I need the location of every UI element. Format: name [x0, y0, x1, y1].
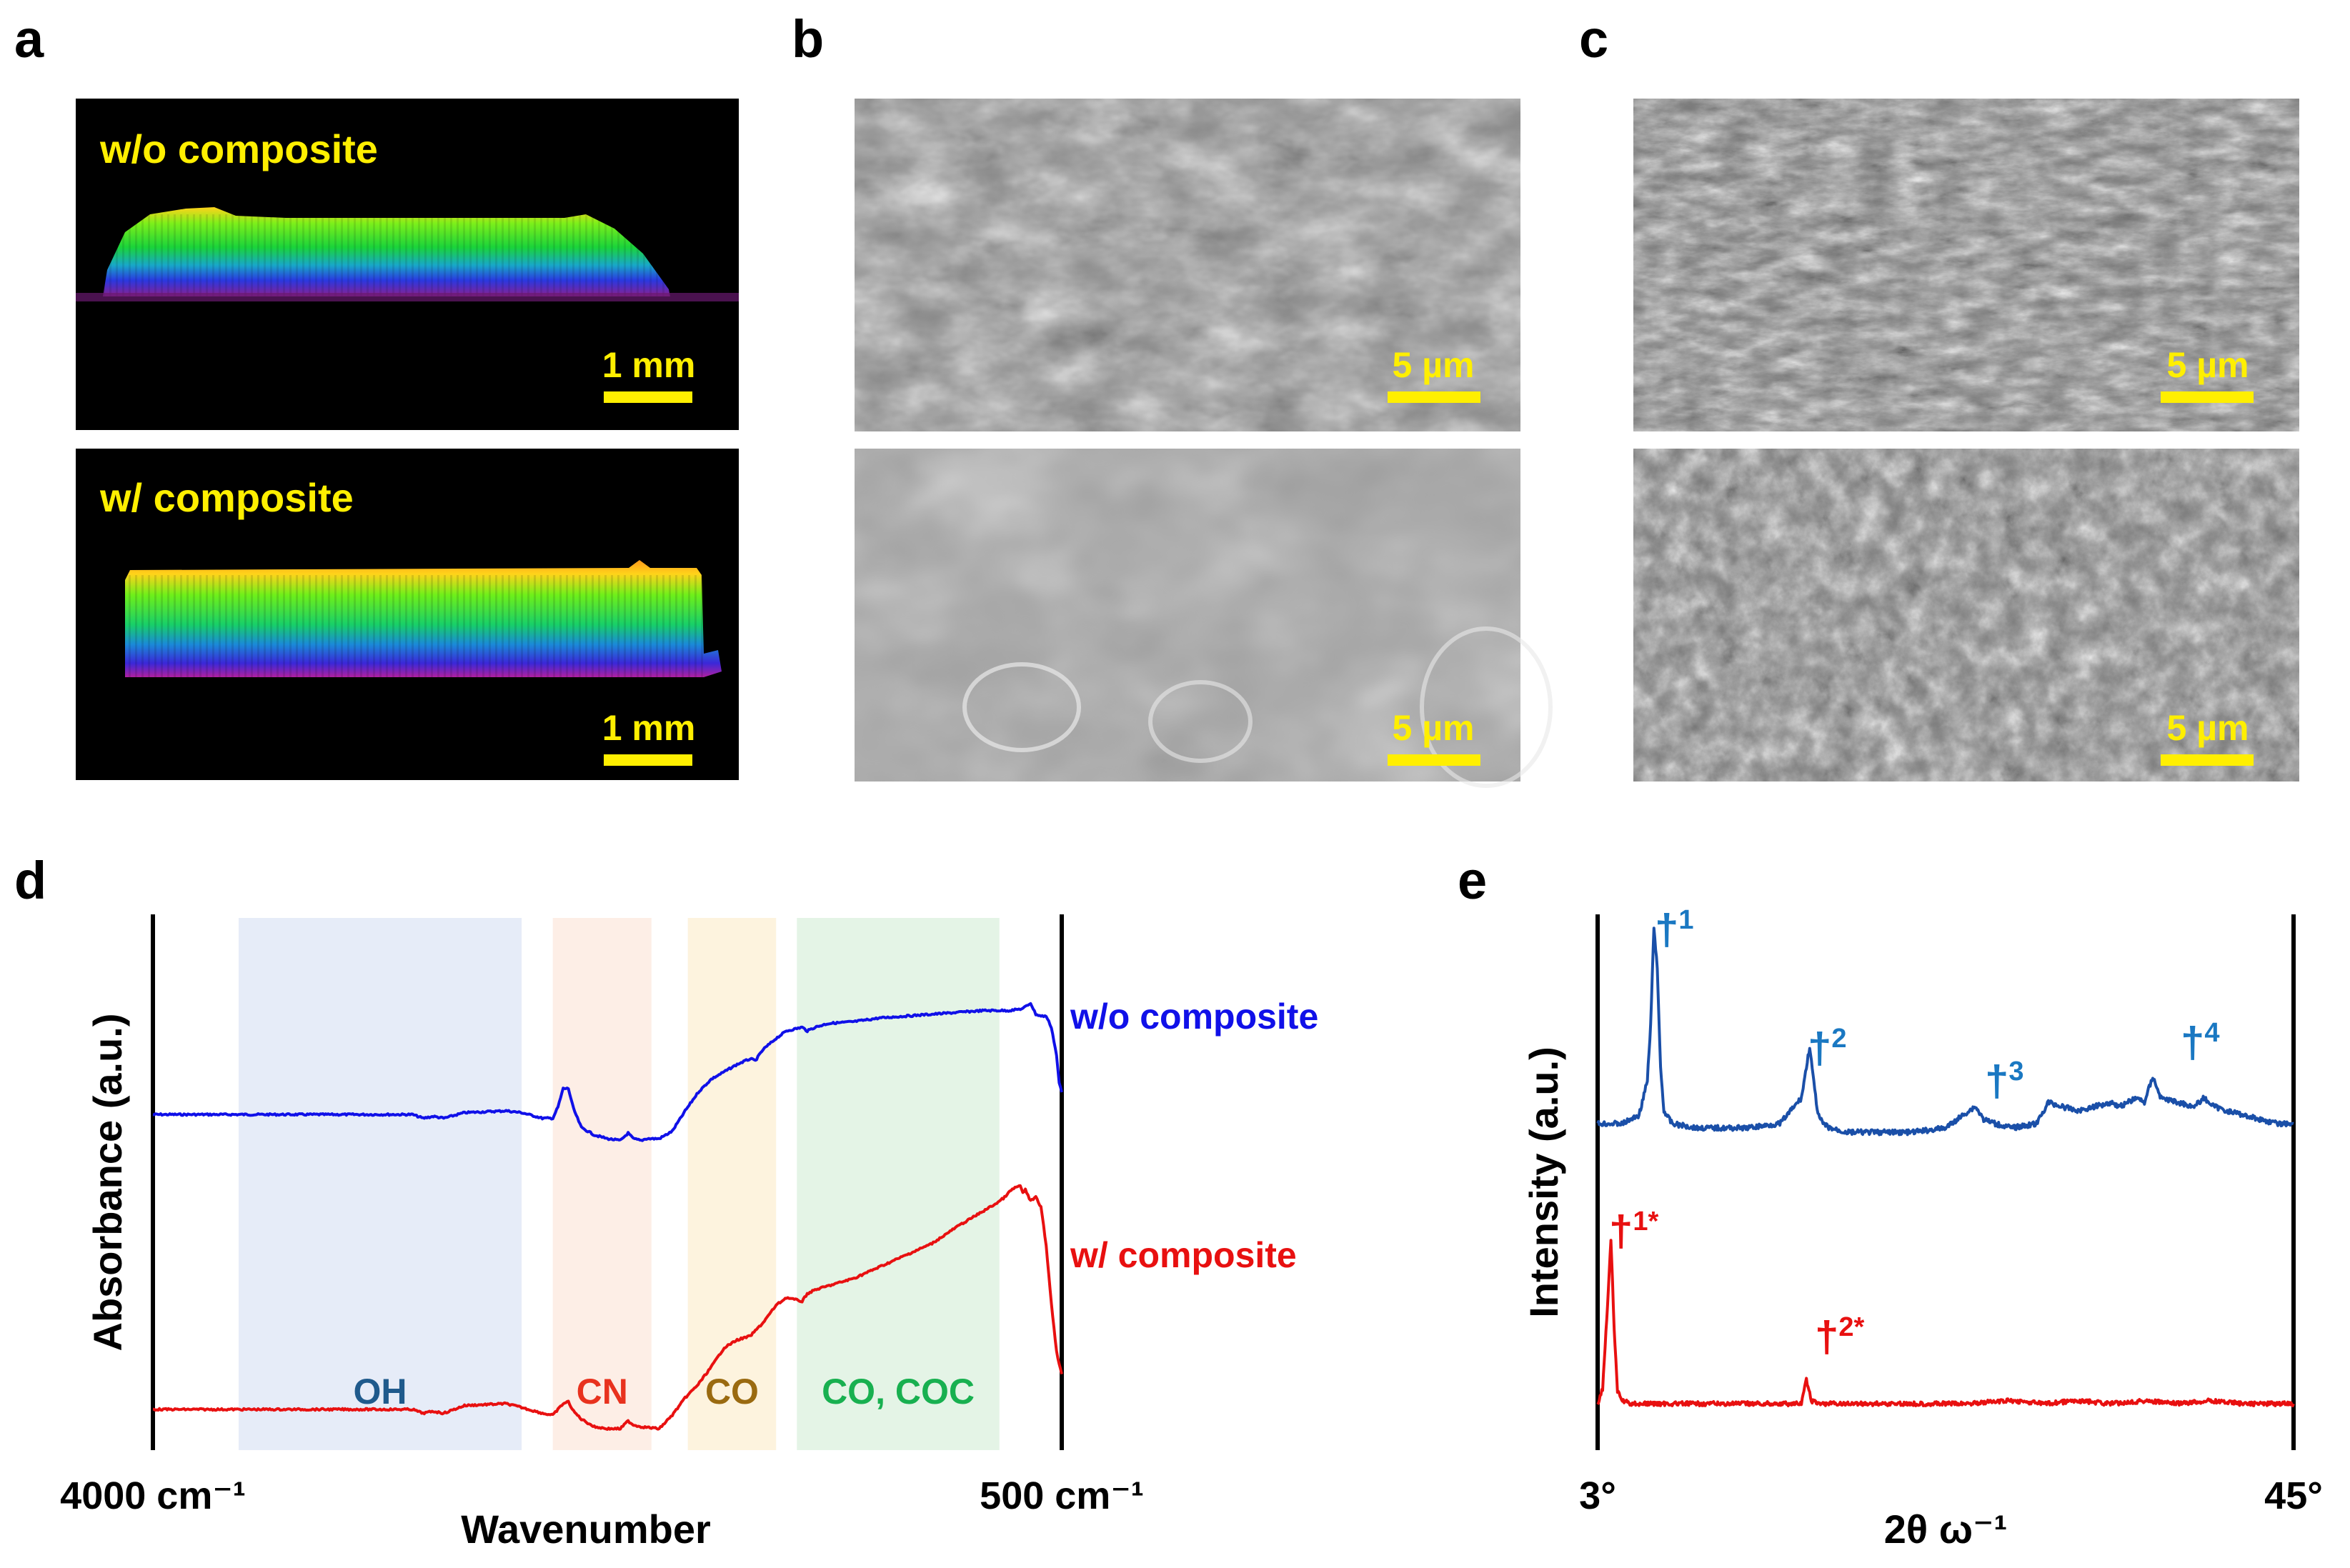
- band-region: [552, 918, 652, 1450]
- substrate-line: [76, 293, 739, 301]
- sem-image-texture: [855, 449, 1520, 781]
- band-region: [687, 918, 777, 1450]
- spectrum-line: [152, 1002, 1063, 1142]
- x-tick-right: 45°: [2264, 1474, 2323, 1517]
- spectrum-line: [152, 1184, 1063, 1431]
- scale-bar-label: 5 µm: [2167, 345, 2249, 385]
- band-region-label: CO: [705, 1372, 759, 1412]
- scale-bar: [604, 754, 692, 766]
- diffractogram-line: [1596, 1239, 2295, 1407]
- band-region: [797, 918, 1000, 1450]
- x-axis-label: 2θ ω⁻¹: [1884, 1507, 2007, 1552]
- x-axis-label: Wavenumber: [461, 1507, 711, 1552]
- peak-label: †4: [2181, 1018, 2220, 1067]
- x-tick-left: 3°: [1579, 1474, 1616, 1517]
- profile-texture: [103, 214, 670, 296]
- band-region-label: OH: [354, 1372, 407, 1412]
- peak-label: †1: [1655, 905, 1694, 954]
- diffractogram-line: [1596, 927, 2294, 1137]
- scale-bar-label: 1 mm: [602, 708, 696, 748]
- sem-image-texture: [1633, 449, 2299, 781]
- image-title-w-composite: w/ composite: [99, 475, 354, 520]
- panel-b-bottom: 5 µm: [855, 449, 1553, 788]
- panel-label-c: c: [1579, 9, 1608, 69]
- peak-labels: †1 †2 †3 †4 †1* †2*: [1609, 905, 2220, 1361]
- panel-label-a: a: [14, 9, 44, 69]
- x-tick-left: 4000 cm⁻¹: [60, 1474, 246, 1517]
- peak-label: †2*: [1815, 1312, 1865, 1361]
- band-region-label: CN: [577, 1372, 628, 1412]
- scale-bar: [2161, 754, 2254, 766]
- sem-feature: [1420, 626, 1553, 788]
- peak-label: †2: [1808, 1024, 1847, 1072]
- diffractograms: [1596, 927, 2295, 1407]
- xrd-chart: †1 †2 †3 †4 †1* †2* 3° 45° 2θ ω⁻¹ Intensity (…: [1521, 905, 2323, 1552]
- panel-a-bottom: w/ composite 1 mm: [76, 449, 739, 780]
- peak-label: †3: [1985, 1057, 2024, 1105]
- peak-label: †1*: [1609, 1207, 1659, 1255]
- sem-feature: [962, 662, 1081, 752]
- profile-texture: [125, 575, 704, 677]
- panel-b-top: 5 µm: [855, 99, 1520, 431]
- scale-bar: [2161, 391, 2254, 403]
- panel-label-d: d: [14, 851, 46, 910]
- scale-bar: [1388, 754, 1480, 766]
- scale-bar-label: 1 mm: [602, 345, 696, 385]
- y-axis-label: Absorbance (a.u.): [85, 1014, 130, 1352]
- scale-bar-label: 5 µm: [1393, 345, 1475, 385]
- sem-image-texture: [1633, 99, 2299, 431]
- panel-c-top: 5 µm: [1633, 99, 2299, 431]
- panel-c-bottom: 5 µm: [1633, 449, 2299, 781]
- ftir-chart: OH CN CO CO, COC 4000 cm⁻¹ 500 cm⁻¹ Wavenum…: [60, 914, 1318, 1552]
- panel-a-top: w/o composite 1 mm: [76, 99, 739, 430]
- scale-bar-label: 5 µm: [1393, 708, 1475, 748]
- scale-bar-label: 5 µm: [2167, 708, 2249, 748]
- scale-bar: [604, 391, 692, 403]
- scale-bar: [1388, 391, 1480, 403]
- x-tick-right: 500 cm⁻¹: [980, 1474, 1144, 1517]
- series-label-wo-composite: w/o composite: [1070, 997, 1318, 1037]
- spectra: [152, 1002, 1063, 1431]
- panel-label-b: b: [792, 9, 824, 69]
- sem-image-texture: [855, 99, 1520, 431]
- band-region-label: CO, COC: [822, 1372, 975, 1412]
- series-label-w-composite: w/ composite: [1070, 1235, 1297, 1275]
- panel-label-e: e: [1458, 851, 1487, 910]
- band-region: [238, 918, 522, 1450]
- y-axis-label: Intensity (a.u.): [1521, 1047, 1566, 1318]
- image-title-wo-composite: w/o composite: [99, 126, 378, 171]
- sem-feature: [1148, 680, 1253, 763]
- band-regions: OH CN CO CO, COC: [238, 918, 1000, 1450]
